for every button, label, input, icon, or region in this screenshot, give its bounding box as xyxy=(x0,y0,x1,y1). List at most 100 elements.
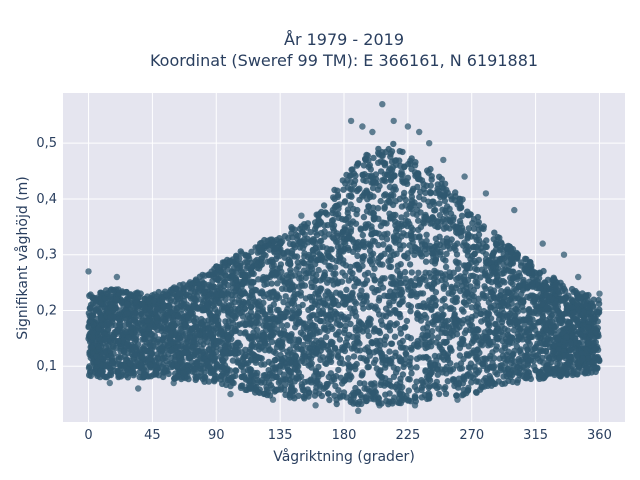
scatter-point xyxy=(286,259,293,266)
scatter-point xyxy=(297,292,304,299)
scatter-point xyxy=(479,355,487,363)
scatter-point xyxy=(122,289,129,296)
scatter-point xyxy=(387,257,394,264)
scatter-point xyxy=(342,322,349,330)
scatter-point xyxy=(432,289,440,296)
scatter-point xyxy=(127,360,134,367)
scatter-point xyxy=(516,358,523,365)
scatter-point xyxy=(473,307,480,314)
scatter-point xyxy=(434,366,441,373)
scatter-point xyxy=(425,245,433,252)
scatter-point xyxy=(318,310,325,317)
scatter-point xyxy=(490,364,497,371)
scatter-point xyxy=(432,302,439,309)
scatter-point xyxy=(399,391,406,398)
scatter-point xyxy=(473,236,480,244)
scatter-point xyxy=(113,296,120,303)
scatter-point xyxy=(183,344,191,351)
scatter-point xyxy=(314,256,322,263)
scatter-point xyxy=(595,357,603,364)
scatter-point xyxy=(493,246,500,253)
scatter-point xyxy=(506,318,514,325)
scatter-point xyxy=(425,169,432,176)
scatter-point xyxy=(528,309,535,316)
scatter-point xyxy=(396,275,403,282)
scatter-point xyxy=(471,257,478,265)
scatter-point xyxy=(359,328,366,335)
scatter-point xyxy=(328,221,335,228)
scatter-point xyxy=(505,288,513,296)
scatter-point xyxy=(336,201,343,208)
scatter-point xyxy=(107,347,114,354)
scatter-point xyxy=(115,355,123,363)
scatter-point xyxy=(503,313,511,320)
scatter-point xyxy=(341,216,348,224)
scatter-point xyxy=(524,362,532,369)
scatter-point xyxy=(511,285,518,292)
scatter-point xyxy=(390,364,397,371)
scatter-point xyxy=(402,350,409,357)
scatter-point xyxy=(525,283,532,291)
scatter-point xyxy=(210,376,218,384)
scatter-point xyxy=(517,325,524,332)
scatter-point xyxy=(440,338,447,346)
scatter-point xyxy=(569,332,576,340)
scatter-point xyxy=(479,342,486,349)
scatter-point xyxy=(87,291,94,298)
scatter-point xyxy=(360,176,367,184)
scatter-point xyxy=(439,312,446,319)
scatter-point xyxy=(422,367,429,374)
scatter-point xyxy=(519,296,527,303)
scatter-point xyxy=(413,378,420,385)
scatter-point xyxy=(377,197,384,205)
scatter-point xyxy=(468,322,476,329)
scatter-point xyxy=(323,211,331,218)
scatter-point xyxy=(321,269,328,276)
scatter-point xyxy=(365,157,372,164)
scatter-point xyxy=(596,306,603,313)
scatter-point xyxy=(338,234,345,241)
scatter-point xyxy=(453,362,460,369)
scatter-point xyxy=(288,225,296,233)
scatter-point xyxy=(189,325,196,332)
scatter-point xyxy=(247,385,254,392)
scatter-point xyxy=(352,262,359,269)
scatter-point xyxy=(408,235,415,243)
scatter-point xyxy=(177,325,184,333)
scatter-point xyxy=(205,378,212,385)
scatter-point xyxy=(415,226,422,233)
scatter-point xyxy=(458,212,466,219)
scatter-point xyxy=(434,334,442,341)
scatter-point xyxy=(551,300,559,308)
scatter-point xyxy=(218,373,225,380)
scatter-point xyxy=(579,322,587,329)
scatter-point xyxy=(248,268,255,276)
scatter-point xyxy=(246,346,254,353)
scatter-point xyxy=(407,335,414,342)
scatter-point xyxy=(331,376,338,383)
scatter-point xyxy=(590,303,597,311)
scatter-point xyxy=(387,194,395,201)
scatter-point xyxy=(240,368,247,375)
scatter-point xyxy=(404,283,412,290)
scatter-point xyxy=(449,297,456,304)
scatter-point xyxy=(309,251,317,258)
scatter-point xyxy=(208,284,215,291)
scatter-point xyxy=(454,265,462,272)
scatter-point xyxy=(265,379,273,387)
scatter-point xyxy=(466,370,473,377)
scatter-point xyxy=(359,231,366,239)
scatter-point xyxy=(465,343,472,350)
scatter-point xyxy=(278,322,285,329)
scatter-point xyxy=(174,336,181,343)
scatter-point xyxy=(332,270,339,277)
scatter-point xyxy=(102,295,109,302)
scatter-point xyxy=(391,333,399,340)
scatter-point xyxy=(461,278,469,285)
scatter-point xyxy=(399,396,407,404)
scatter-point xyxy=(307,256,315,264)
scatter-point xyxy=(439,348,446,355)
scatter-point xyxy=(404,222,411,230)
scatter-point xyxy=(509,280,516,288)
scatter-point xyxy=(124,340,131,347)
